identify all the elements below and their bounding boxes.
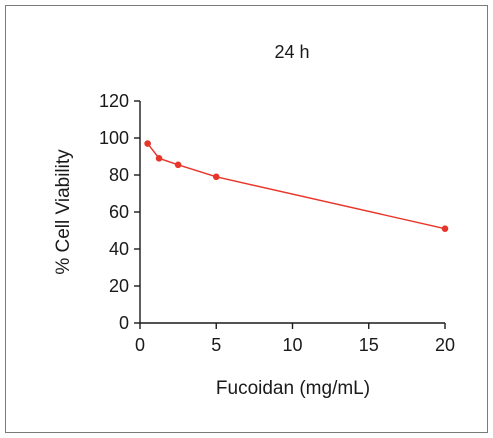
y-tick-label: 120 <box>99 91 129 111</box>
x-axis-label: Fucoidan (mg/mL) <box>216 378 370 399</box>
x-tick-label: 20 <box>435 335 455 355</box>
x-tick-label: 0 <box>135 335 145 355</box>
data-point <box>144 140 151 147</box>
y-tick-label: 0 <box>119 313 129 333</box>
x-tick-label: 15 <box>359 335 379 355</box>
x-tick-label: 10 <box>282 335 302 355</box>
x-tick-label: 5 <box>211 335 221 355</box>
y-tick-label: 60 <box>109 202 129 222</box>
data-point <box>212 173 220 181</box>
y-tick-label: 80 <box>109 165 129 185</box>
data-point <box>441 225 449 232</box>
series-group <box>144 140 449 232</box>
chart-title: 24 h <box>274 42 309 62</box>
axes: 0 20 40 60 80 100 120 0 5 10 15 20 <box>99 91 455 355</box>
data-point <box>174 161 182 169</box>
series-line <box>147 143 446 230</box>
data-point <box>155 155 163 162</box>
y-axis-label: % Cell Viability <box>53 149 74 275</box>
chart-frame <box>5 5 488 433</box>
y-tick-label: 40 <box>109 239 129 259</box>
y-tick-label: 100 <box>99 128 129 148</box>
y-tick-label: 20 <box>109 276 129 296</box>
